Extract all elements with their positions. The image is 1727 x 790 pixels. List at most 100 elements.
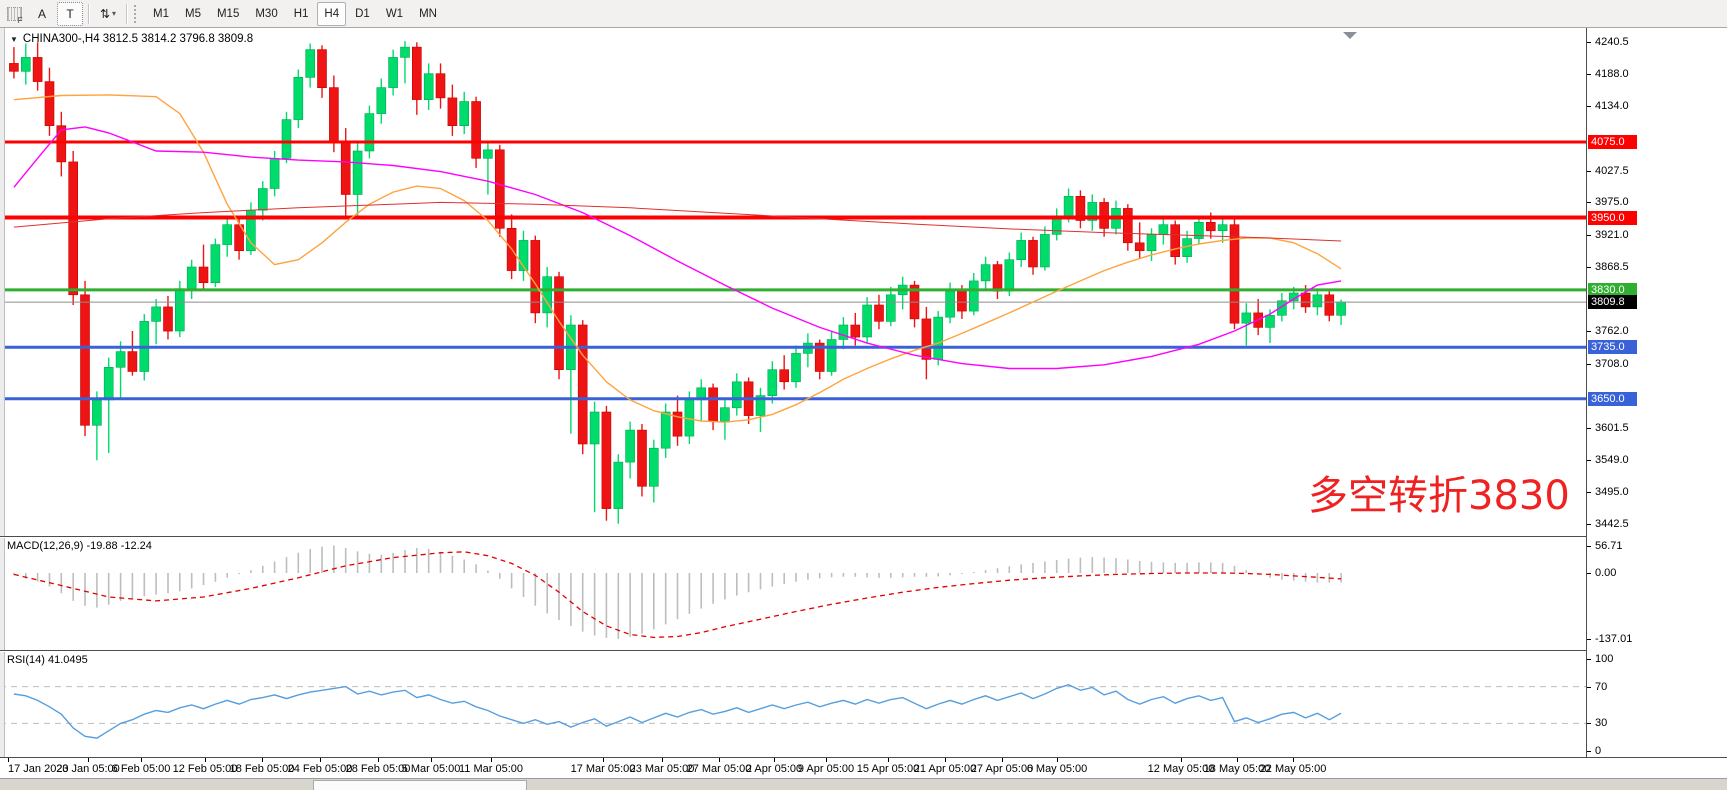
date-tick-label: 12 May 05:00 xyxy=(1147,763,1215,775)
date-tick-mark xyxy=(8,758,9,762)
date-tick-label: 2 Apr 05:00 xyxy=(745,763,803,775)
ma-orange xyxy=(13,94,1342,423)
date-tick-label: 17 Mar 05:00 xyxy=(570,763,636,775)
date-tick-mark xyxy=(774,758,775,762)
price-tick: 3442.5 xyxy=(1587,518,1629,530)
price-tick: 3868.5 xyxy=(1587,261,1629,273)
symbol-ohlc-text: CHINA300-,H4 3812.5 3814.2 3796.8 3809.8 xyxy=(22,33,254,45)
grid-glyph-icon: F xyxy=(6,6,23,25)
timeframe-h1[interactable]: H1 xyxy=(293,7,309,20)
date-tick-mark xyxy=(88,758,89,762)
price-tick: 3495.0 xyxy=(1587,486,1629,498)
macd-indicator-canvas[interactable] xyxy=(0,538,1586,650)
price-tick: 3549.0 xyxy=(1587,454,1629,466)
date-tick-label: 28 Feb 05:00 xyxy=(345,763,411,775)
ma-magenta xyxy=(13,126,1342,370)
symbol-dropdown-icon[interactable]: ▼ xyxy=(10,34,18,44)
price-line-label: 4075.0 xyxy=(1588,135,1637,149)
date-tick-label: 17 Jan 2020 xyxy=(8,763,69,775)
rsi-axis-tick: 70 xyxy=(1587,681,1607,693)
price-tick: 3921.0 xyxy=(1587,229,1629,241)
date-tick-label: 5 Mar 05:00 xyxy=(401,763,461,775)
ma-thin-red xyxy=(13,201,1342,242)
date-tick-mark xyxy=(603,758,604,762)
price-line-label: 3950.0 xyxy=(1588,210,1637,225)
macd-histogram xyxy=(13,545,1342,639)
date-tick-label: 23 Jan 05:00 xyxy=(56,763,120,775)
date-tick-mark xyxy=(662,758,663,762)
price-line-label: 3830.0 xyxy=(1588,282,1637,297)
date-tick-label: 24 Feb 05:00 xyxy=(287,763,353,775)
rsi-indicator-canvas[interactable] xyxy=(0,652,1586,755)
date-tick-mark xyxy=(719,758,720,762)
macd-axis-tick: 0.00 xyxy=(1587,567,1616,579)
timeframe-m15[interactable]: M15 xyxy=(216,7,240,20)
timeframe-h4[interactable]: H4 xyxy=(317,1,347,26)
price-tick: 4240.5 xyxy=(1587,36,1629,48)
date-tick-label: 18 May 05:00 xyxy=(1203,763,1271,775)
date-tick-label: 21 Apr 05:00 xyxy=(913,763,977,775)
panel-separator[interactable] xyxy=(0,536,1727,538)
price-tick: 3762.0 xyxy=(1587,325,1629,337)
date-tick-mark xyxy=(320,758,321,762)
date-tick-label: 27 Mar 05:00 xyxy=(686,763,752,775)
timeframe-m30[interactable]: M30 xyxy=(255,7,278,20)
toolbar-drag-handle[interactable] xyxy=(134,4,140,23)
scroll-anchor-icon[interactable] xyxy=(1343,32,1357,39)
main-chart-canvas[interactable] xyxy=(0,29,1586,536)
date-tick-label: 15 Apr 05:00 xyxy=(856,763,920,775)
date-tick-label: 6 Feb 05:00 xyxy=(111,763,171,775)
timeframe-w1[interactable]: W1 xyxy=(385,7,404,20)
text-label-button[interactable]: A xyxy=(37,6,46,21)
macd-axis-tick: 56.71 xyxy=(1587,540,1623,552)
price-line-label: 3650.0 xyxy=(1588,391,1637,406)
text-box-button[interactable]: T xyxy=(57,1,83,26)
timeframe-m1[interactable]: M1 xyxy=(153,7,169,20)
timeframe-m5[interactable]: M5 xyxy=(184,7,201,20)
chevron-down-icon: ▾ xyxy=(112,9,117,18)
macd-label: MACD(12,26,9) -19.88 -12.24 xyxy=(7,540,152,552)
grid-dots-icon[interactable]: F xyxy=(1,2,27,26)
status-cell xyxy=(313,780,527,790)
price-tick: 3708.0 xyxy=(1587,358,1629,370)
macd-axis-tick: -137.01 xyxy=(1587,633,1632,645)
panel-separator[interactable] xyxy=(0,650,1727,652)
price-tick: 4027.5 xyxy=(1587,165,1629,177)
arrow-style-dropdown[interactable]: ⇅ ▾ xyxy=(95,2,121,26)
toolbar-separator xyxy=(88,3,90,24)
status-bar xyxy=(0,778,1727,790)
toolbar: F A T ⇅ ▾ M1 M5 M15 M30 H1 H4 D1 W1 MN xyxy=(0,0,1727,28)
chart-window: ▼ CHINA300-,H4 3812.5 3814.2 3796.8 3809… xyxy=(0,28,1727,779)
timeframe-mn[interactable]: MN xyxy=(419,7,437,20)
rsi-axis-tick: 100 xyxy=(1587,653,1613,665)
date-tick-label: 12 Feb 05:00 xyxy=(172,763,238,775)
date-tick-label: 22 May 05:00 xyxy=(1259,763,1327,775)
date-tick-mark xyxy=(945,758,946,762)
date-tick-mark xyxy=(1293,758,1294,762)
price-tick: 4188.0 xyxy=(1587,68,1629,80)
timeframe-d1[interactable]: D1 xyxy=(355,7,370,20)
rsi-line xyxy=(13,684,1342,739)
rsi-axis-tick: 0 xyxy=(1587,745,1601,757)
date-tick-mark xyxy=(378,758,379,762)
date-tick-mark xyxy=(826,758,827,762)
timeframe-group: M1 M5 M15 M30 H1 H4 D1 W1 MN xyxy=(145,1,445,26)
rsi-label: RSI(14) 41.0495 xyxy=(7,654,88,666)
price-line-label: 3735.0 xyxy=(1588,340,1637,355)
date-tick-mark xyxy=(262,758,263,762)
arrow-style-icon: ⇅ xyxy=(99,6,111,21)
symbol-ohlc-line: ▼ CHINA300-,H4 3812.5 3814.2 3796.8 3809… xyxy=(10,33,253,45)
date-tick-mark xyxy=(141,758,142,762)
date-tick-label: 11 Mar 05:00 xyxy=(458,763,524,775)
date-tick-label: 18 Feb 05:00 xyxy=(229,763,295,775)
date-tick-label: 9 Apr 05:00 xyxy=(797,763,855,775)
price-tick: 3601.5 xyxy=(1587,422,1629,434)
date-tick-mark xyxy=(1181,758,1182,762)
date-tick-mark xyxy=(491,758,492,762)
price-tick: 4134.0 xyxy=(1587,100,1629,112)
price-tick: 3975.0 xyxy=(1587,196,1629,208)
current-price-label: 3809.8 xyxy=(1588,295,1637,310)
toolbar-separator xyxy=(126,3,128,24)
price-axis[interactable]: 4240.5 4188.0 4134.0 4027.5 3975.0 3921.0 3868… xyxy=(1586,28,1727,757)
date-axis[interactable]: 17 Jan 2020 23 Jan 05:00 6 Feb 05:00 12 Feb… xyxy=(0,757,1727,779)
